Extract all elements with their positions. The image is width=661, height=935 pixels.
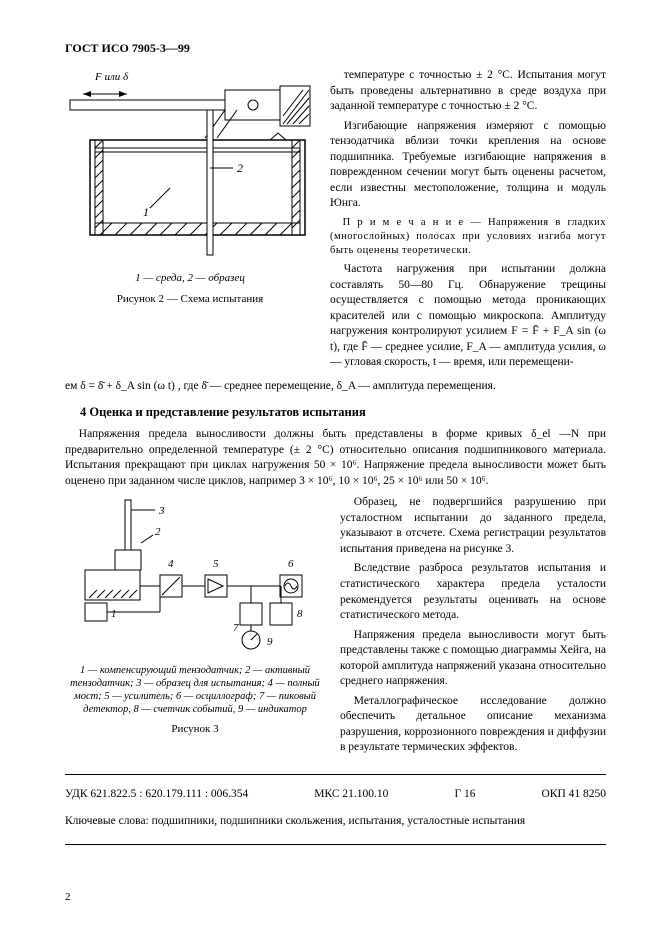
section-4-intro-text: Напряжения предела выносливости должны б… (65, 427, 606, 489)
separator-top (65, 774, 606, 775)
fig2-label-1: 1 (143, 205, 149, 219)
classification-codes: УДК 621.822.5 : 620.179.111 : 006.354 МК… (65, 787, 606, 803)
code-udk: УДК 621.822.5 : 620.179.111 : 006.354 (65, 787, 248, 803)
top-block: F или δ (65, 68, 606, 375)
code-okp: ОКП 41 8250 (541, 787, 606, 803)
para-r2-2: Вследствие разброса результатов испытани… (340, 561, 606, 623)
right-column-2: Образец, не подвергшийся разрушению при … (340, 495, 606, 759)
figure-2-legend: 1 — среда, 2 — образец (65, 271, 315, 286)
code-g: Г 16 (454, 787, 475, 803)
fig2-label-2: 2 (237, 161, 243, 175)
separator-bottom (65, 844, 606, 845)
f3-n1: 1 (111, 608, 117, 620)
right-column-1: температуре с точностью ± 2 °C. Испытани… (330, 68, 606, 375)
f3-n9: 9 (267, 636, 273, 648)
section-4-intro: Напряжения предела выносливости должны б… (65, 427, 606, 489)
page: ГОСТ ИСО 7905-3—99 F или δ (0, 0, 661, 935)
para-r1-3: Частота нагружения при испытании должна … (330, 262, 606, 371)
para-r2-4: Металлографическое исследование должно о… (340, 694, 606, 756)
para-r1-1: температуре с точностью ± 2 °C. Испытани… (330, 68, 606, 115)
para-r2-3: Напряжения предела выносливости могут бы… (340, 628, 606, 690)
f3-n4: 4 (168, 558, 174, 570)
doc-header: ГОСТ ИСО 7905-3—99 (65, 40, 606, 56)
figure-2-diagram: F или δ (65, 68, 315, 263)
f3-n7: 7 (233, 622, 239, 634)
full-line-1: ем δ = δ̄ + δ_A sin (ω t) , где δ̄ — сре… (65, 379, 606, 395)
para-r2-1: Образец, не подвергшийся разрушению при … (340, 495, 606, 557)
f3-n5: 5 (213, 558, 219, 570)
figure-3-box: 3 2 1 4 (65, 495, 325, 759)
figure-2-caption: Рисунок 2 — Схема испытания (65, 292, 315, 307)
para-r1-2: Изгибающие напряжения измеряют с помощью… (330, 119, 606, 212)
figure-3-diagram: 3 2 1 4 (65, 495, 325, 655)
f3-n8: 8 (297, 608, 303, 620)
figure-3-caption: Рисунок 3 (65, 722, 325, 737)
code-mks: МКС 21.100.10 (314, 787, 388, 803)
f3-n2: 2 (155, 526, 161, 538)
fig2-top-label: F или δ (94, 71, 129, 83)
page-number: 2 (65, 890, 71, 905)
f3-n3: 3 (158, 505, 165, 517)
section-4-title: 4 Оценка и представление результатов исп… (80, 404, 606, 421)
keywords-line: Ключевые слова: подшипники, подшипники с… (65, 814, 606, 830)
full-para-1: ем δ = δ̄ + δ_A sin (ω t) , где δ̄ — сре… (65, 379, 606, 395)
para-r1-note: П р и м е ч а н и е — Напряжения в гладк… (330, 216, 606, 259)
f3-n6: 6 (288, 558, 294, 570)
figure-2-box: F или δ (65, 68, 315, 375)
mid-block: 3 2 1 4 (65, 495, 606, 759)
figure-3-legend: 1 — компенсирующий тензодатчик; 2 — акти… (65, 664, 325, 717)
